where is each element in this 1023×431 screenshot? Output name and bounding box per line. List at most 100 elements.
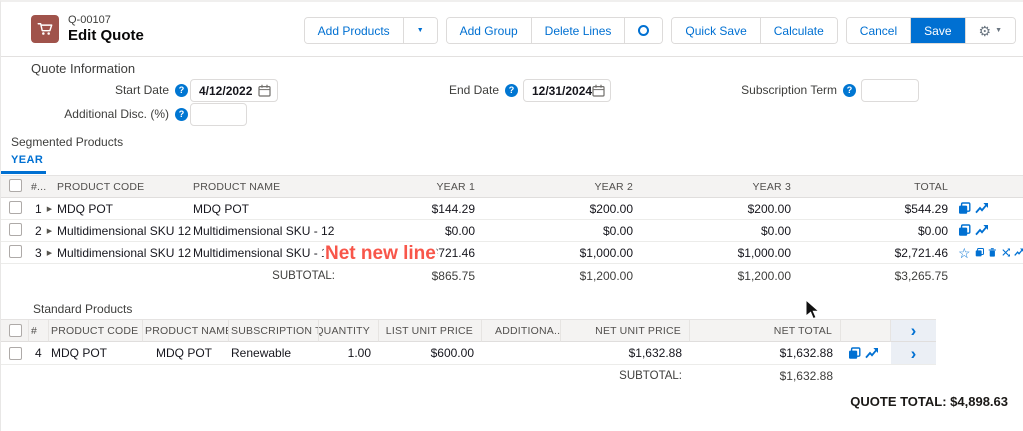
cell-product-code: Multidimensional SKU 12 [57, 245, 192, 260]
cell-year1: $144.29 [431, 201, 475, 216]
cell-product-code: MDQ POT [49, 342, 143, 365]
col-net-total: NET TOTAL [690, 319, 841, 342]
subscription-term-help-icon[interactable]: ? [843, 84, 856, 97]
delete-icon[interactable] [988, 246, 997, 259]
expand-column-header[interactable]: › [891, 319, 936, 342]
settings-button[interactable]: ⚙ ▼ [964, 18, 1015, 43]
row-checkbox[interactable] [9, 200, 22, 214]
subtotal-label: SUBTOTAL: [272, 270, 335, 282]
segmented-products-table: #... PRODUCT CODE PRODUCT NAME YEAR 1 YE… [1, 175, 1023, 288]
quote-information-title: Quote Information [31, 61, 136, 76]
col-product-name: PRODUCT NAME [143, 319, 229, 342]
cell-year2: $0.00 [602, 223, 633, 238]
row-number: 1 [35, 201, 42, 216]
trend-icon[interactable] [975, 224, 989, 237]
start-date-label: Start Date [114, 83, 169, 97]
end-date-label: End Date [448, 83, 499, 97]
col-net-unit-price: NET UNIT PRICE [561, 319, 690, 342]
subtotal-year2: $1,200.00 [579, 269, 633, 283]
chevron-down-icon: ▼ [416, 27, 424, 34]
cell-total: $544.29 [904, 201, 948, 216]
row-checkbox[interactable] [9, 222, 22, 236]
standard-header-row: # PRODUCT CODE PRODUCT NAME SUBSCRIPTION… [1, 319, 1023, 342]
trend-icon[interactable] [865, 347, 879, 360]
select-all-checkbox[interactable] [9, 178, 22, 192]
select-all-checkbox[interactable] [9, 324, 22, 337]
standard-subtotal-row: SUBTOTAL: $1,632.88 [1, 364, 1023, 388]
calendar-icon[interactable] [592, 84, 605, 97]
cancel-button[interactable]: Cancel [846, 18, 911, 43]
row-number: 4 [35, 346, 42, 360]
cell-list-unit-price: $600.00 [379, 342, 482, 365]
col-year1: YEAR 1 [436, 180, 475, 193]
gear-icon: ⚙ [978, 22, 992, 39]
additional-disc-help-icon[interactable]: ? [175, 108, 188, 121]
col-additional: ADDITIONA... [482, 319, 561, 342]
circle-icon [638, 25, 650, 36]
calendar-icon[interactable] [258, 84, 271, 97]
subtotal-value: $1,632.88 [779, 369, 833, 383]
add-products-button[interactable]: Add Products [304, 18, 403, 43]
clone-icon[interactable] [975, 246, 984, 259]
end-date-help-icon[interactable]: ? [505, 84, 518, 97]
table-row: 3 ▶ Multidimensional SKU 12 Multidimensio… [1, 242, 1023, 264]
col-total: TOTAL [914, 180, 948, 193]
segmented-subtotal-row: SUBTOTAL: $865.75 $1,200.00 $1,200.00 $3… [1, 264, 1023, 288]
expand-caret-icon[interactable]: ▶ [46, 205, 53, 213]
col-num: # [29, 319, 49, 342]
table-row: 4 MDQ POT MDQ POT Renewable 1.00 $600.00… [1, 342, 1023, 365]
start-date-help-icon[interactable]: ? [175, 84, 188, 97]
trend-icon[interactable] [1014, 246, 1023, 259]
row-checkbox[interactable] [9, 244, 22, 258]
end-date-input[interactable]: 12/31/2024 [523, 79, 611, 102]
chevron-right-icon: › [910, 321, 917, 340]
clone-icon[interactable] [958, 202, 971, 215]
subscription-term-label: Subscription Term [741, 83, 837, 97]
cell-product-name: MDQ POT [143, 342, 229, 365]
cell-net-total: $1,632.88 [690, 342, 841, 365]
cell-additional [482, 342, 561, 365]
save-button[interactable]: Save [910, 18, 965, 43]
expand-row-button[interactable]: › [891, 342, 936, 365]
subtotal-total: $3,265.75 [894, 269, 948, 283]
cell-product-name: MDQ POT [193, 201, 249, 216]
additional-disc-input[interactable] [190, 103, 247, 126]
col-subscription-type: SUBSCRIPTION T... [229, 319, 319, 342]
page-header: Q-00107 Edit Quote Add Products ▼ Add Gr… [1, 2, 1023, 57]
cell-total: $2,721.46 [894, 245, 948, 260]
clone-icon[interactable] [958, 224, 971, 237]
save-actions-group: Quick Save Calculate [671, 17, 838, 44]
calculate-button[interactable]: Calculate [759, 18, 837, 43]
cell-net-unit-price: $1,632.88 [561, 342, 690, 365]
expand-caret-icon[interactable]: ▶ [46, 249, 53, 257]
delete-lines-button[interactable]: Delete Lines [530, 18, 625, 43]
page-title: Edit Quote [68, 27, 144, 44]
add-products-dropdown-button[interactable]: ▼ [402, 18, 437, 43]
trend-icon[interactable] [975, 202, 989, 215]
start-date-input[interactable]: 4/12/2022 [190, 79, 278, 102]
clone-icon[interactable] [848, 346, 861, 360]
split-icon[interactable] [1001, 246, 1010, 259]
cell-year2: $200.00 [589, 201, 633, 216]
cell-product-code: MDQ POT [57, 201, 113, 216]
reset-discounts-button[interactable] [624, 18, 663, 43]
add-products-group: Add Products ▼ [303, 17, 438, 44]
quote-total: QUOTE TOTAL: $4,898.63 [850, 394, 1008, 409]
cell-product-name: Multidimensional SKU - 12 [193, 223, 335, 238]
row-number: 2 [35, 223, 42, 238]
col-product-name: PRODUCT NAME [193, 180, 281, 193]
quick-save-button[interactable]: Quick Save [672, 18, 760, 43]
segmented-header-row: #... PRODUCT CODE PRODUCT NAME YEAR 1 YE… [1, 175, 1023, 198]
expand-caret-icon[interactable]: ▶ [46, 227, 53, 235]
star-icon[interactable]: ☆ [958, 244, 971, 261]
chevron-down-icon: ▼ [995, 27, 1002, 34]
standard-products-title: Standard Products [33, 302, 133, 316]
tab-year[interactable]: YEAR [11, 154, 44, 166]
add-group-button[interactable]: Add Group [446, 18, 531, 43]
row-checkbox[interactable] [9, 346, 22, 360]
subscription-term-input[interactable] [861, 79, 919, 102]
commit-group: Cancel Save ⚙ ▼ [845, 17, 1016, 44]
col-year2: YEAR 2 [594, 180, 633, 193]
quote-cart-icon [31, 15, 59, 43]
